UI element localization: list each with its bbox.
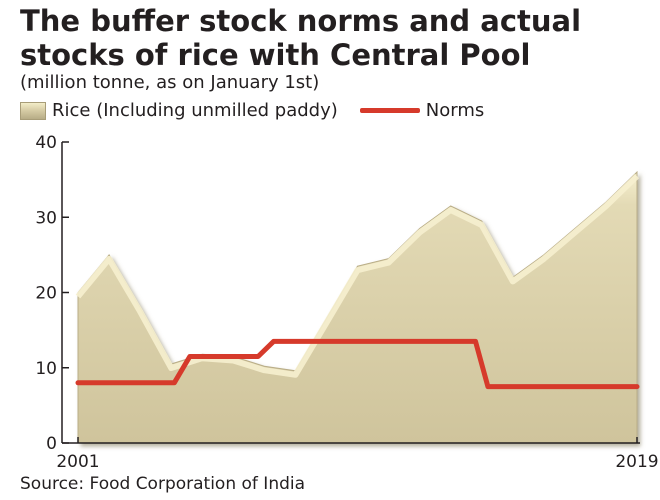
y-tick-label-30: 30 [35,208,57,228]
chart-title: The buffer stock norms and actual stocks… [20,4,582,72]
legend-norms-label: Norms [425,100,485,121]
y-tick-label-20: 20 [35,284,57,304]
rice-area [77,170,638,444]
x-tick-label-2019: 2019 [615,452,658,472]
x-tick-label-2001: 2001 [56,452,99,472]
legend-rice-label: Rice (Including unmilled paddy) [52,100,338,121]
chart-subtitle: (million tonne, as on January 1st) [20,72,320,93]
legend-norms-swatch [359,108,420,113]
norms-line [75,338,640,390]
axes [61,141,640,444]
norms-line-group [75,338,640,390]
rice-area-highlight [75,173,640,378]
y-tick-label-0: 0 [46,434,57,454]
y-tick-label-40: 40 [35,133,57,153]
legend: Rice (Including unmilled paddy) Norms [20,100,484,121]
y-tick-label-10: 10 [35,359,57,379]
legend-rice-swatch [20,101,46,120]
tick-labels: 0 10 20 30 40 2001 2019 [35,133,658,472]
rice-area-group [75,170,640,444]
chart-source: Source: Food Corporation of India [20,474,306,494]
